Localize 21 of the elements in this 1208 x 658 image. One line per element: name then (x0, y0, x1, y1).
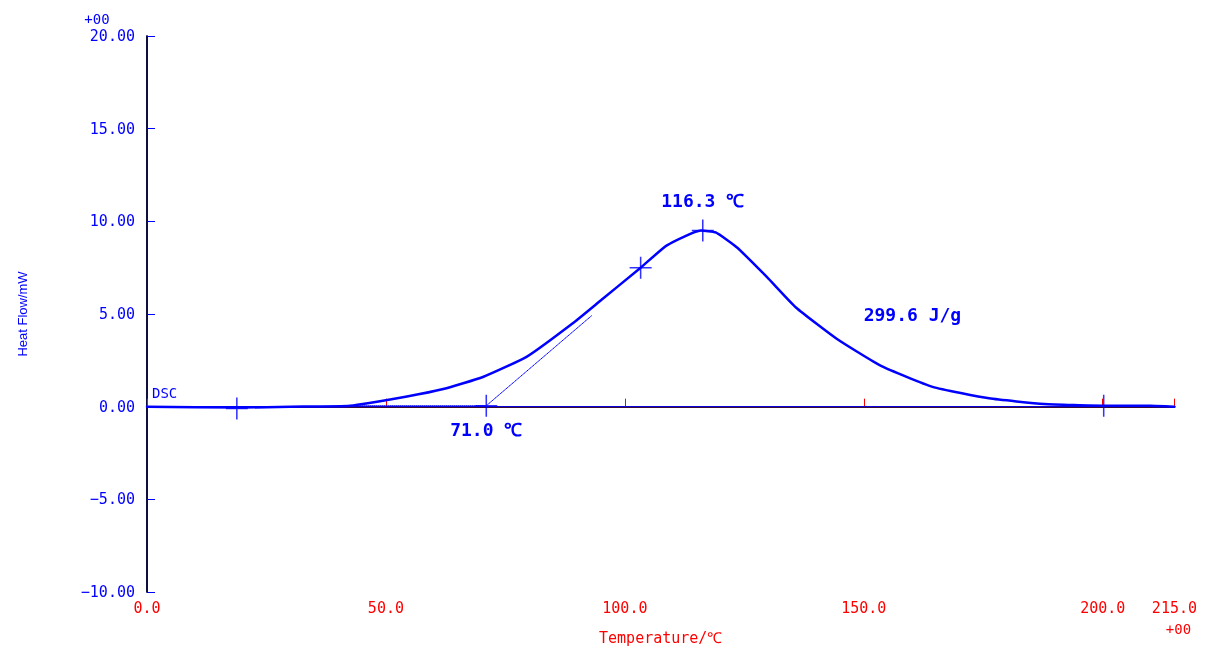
y-tick-label: 0.00 (98, 397, 135, 416)
y-tick-label: −10.00 (80, 583, 135, 601)
x-tick-label: 215.0 (1151, 598, 1197, 617)
y-tick-label: 10.00 (89, 212, 135, 231)
y-tick-label: 15.00 (89, 119, 135, 138)
series-label: DSC (152, 384, 178, 401)
annotation: 299.6 J/g (863, 303, 962, 325)
x-axis-title: Temperature/℃ (599, 628, 723, 647)
y-tick-label: 5.00 (98, 305, 135, 323)
text: +00 (1165, 621, 1192, 637)
y-tick-label: −5.00 (89, 490, 135, 509)
y-tick-label: 20.00 (89, 27, 135, 45)
x-tick-label: 0.0 (133, 598, 161, 617)
x-tick-label: 100.0 (602, 598, 648, 617)
x-tick-label: 200.0 (1080, 598, 1126, 617)
x-tick-label: 50.0 (367, 598, 404, 617)
annotation: 116.3 ℃ (661, 190, 745, 212)
annotation: 71.0 ℃ (450, 419, 523, 441)
text: +00 (84, 11, 110, 27)
x-tick-label: 150.0 (841, 598, 887, 617)
y-axis-title: Heat Flow/mW (15, 270, 30, 357)
